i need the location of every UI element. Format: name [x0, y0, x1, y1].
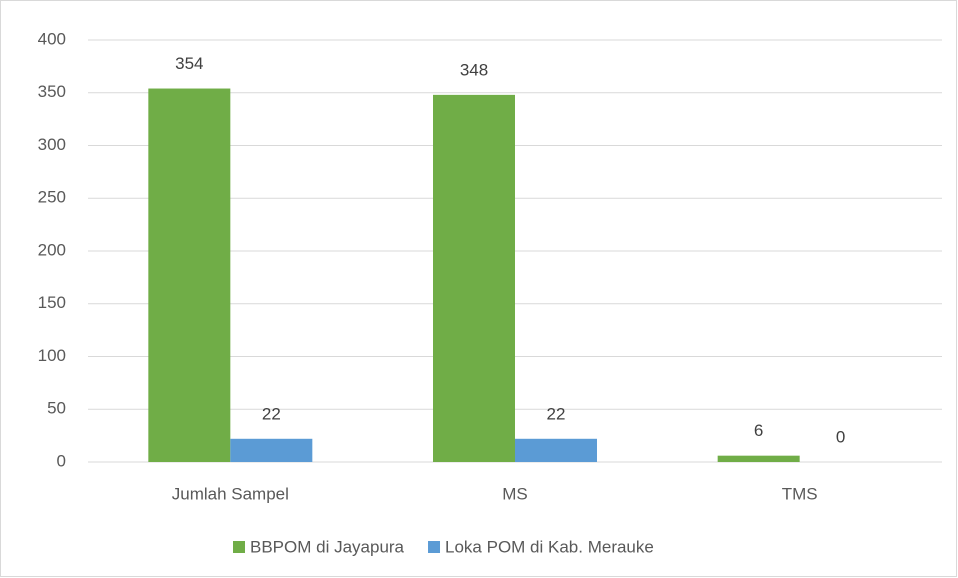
y-tick-label: 300 [38, 135, 66, 154]
legend-label: Loka POM di Kab. Merauke [445, 537, 654, 556]
data-label: 22 [262, 404, 281, 423]
x-tick-label: Jumlah Sampel [172, 484, 289, 503]
y-tick-label: 100 [38, 346, 66, 365]
y-tick-label: 50 [47, 399, 66, 418]
y-tick-label: 150 [38, 293, 66, 312]
bar [515, 438, 597, 462]
data-label: 354 [175, 54, 203, 73]
y-tick-label: 250 [38, 188, 66, 207]
bar [433, 94, 515, 463]
data-label: 348 [460, 60, 488, 79]
legend-swatch [428, 541, 441, 553]
bar [717, 455, 800, 462]
data-label: 0 [836, 427, 845, 446]
x-tick-label: TMS [782, 484, 818, 503]
y-tick-label: 400 [38, 29, 66, 48]
data-label: 22 [547, 404, 566, 423]
y-tick-label: 200 [38, 240, 66, 259]
legend-label: BBPOM di Jayapura [250, 537, 405, 556]
x-tick-label: MS [502, 484, 528, 503]
legend-swatch [233, 541, 245, 553]
y-tick-label: 0 [57, 451, 66, 470]
data-label: 6 [754, 421, 763, 440]
bar [148, 88, 231, 462]
y-tick-label: 350 [38, 82, 66, 101]
bar [230, 438, 313, 462]
